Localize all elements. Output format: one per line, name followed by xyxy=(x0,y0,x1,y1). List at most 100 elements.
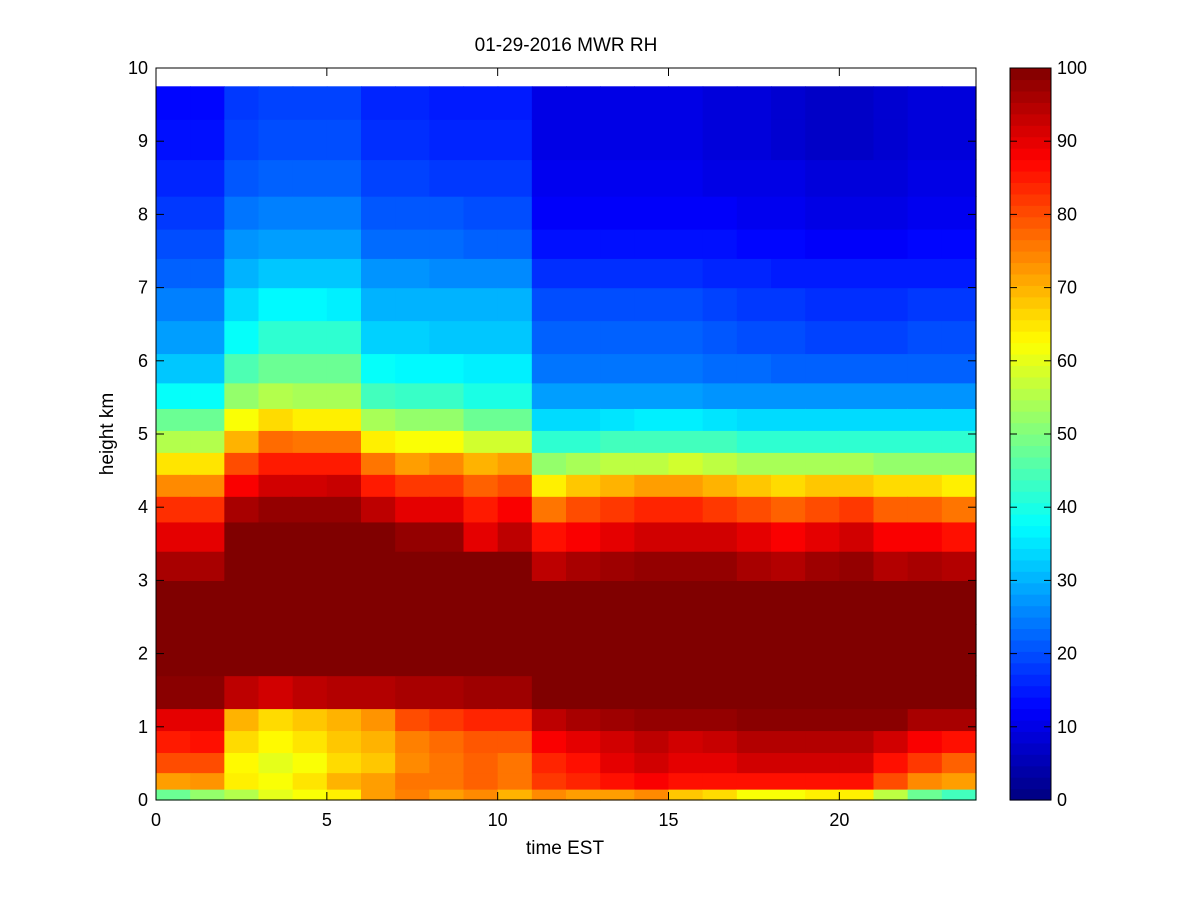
colorbar-tick-label: 50 xyxy=(1057,424,1077,444)
heatmap-cell xyxy=(292,474,328,497)
heatmap-cell xyxy=(395,708,430,732)
heatmap-cell xyxy=(326,229,362,259)
heatmap-cell xyxy=(736,408,772,431)
colorbar-step xyxy=(1010,571,1051,584)
heatmap-cell xyxy=(292,258,328,289)
heatmap-cell xyxy=(258,430,294,453)
heatmap-cell xyxy=(839,119,875,161)
heatmap-cell xyxy=(156,752,191,774)
heatmap-cell xyxy=(600,119,635,161)
heatmap-cell xyxy=(566,675,601,710)
heatmap-cell xyxy=(566,258,601,289)
heatmap-cell xyxy=(497,521,533,552)
heatmap-cell xyxy=(702,772,738,790)
heatmap-cell xyxy=(224,430,260,453)
heatmap-cell xyxy=(600,159,635,197)
heatmap-cell xyxy=(326,408,362,431)
heatmap-cell xyxy=(258,708,294,732)
heatmap-cell xyxy=(395,258,430,289)
heatmap-cell xyxy=(600,496,635,523)
heatmap-cell xyxy=(190,624,225,677)
heatmap-cell xyxy=(600,752,635,774)
heatmap-cell xyxy=(702,474,738,497)
heatmap-cell xyxy=(907,708,943,732)
heatmap-cell xyxy=(429,382,465,409)
heatmap-cell xyxy=(805,353,840,384)
heatmap-cell xyxy=(361,229,396,259)
heatmap-cell xyxy=(668,320,704,355)
heatmap-cell xyxy=(361,287,396,322)
heatmap-cell xyxy=(429,580,465,625)
colorbar-tick-label: 30 xyxy=(1057,570,1077,590)
heatmap-cell xyxy=(429,752,465,774)
heatmap-cell xyxy=(463,452,499,475)
heatmap-cell xyxy=(429,258,465,289)
colorbar-step xyxy=(1010,662,1051,675)
colorbar-tick-label: 100 xyxy=(1057,58,1087,78)
heatmap-cell xyxy=(873,353,909,384)
heatmap-cell xyxy=(258,752,294,774)
y-tick-label: 0 xyxy=(138,790,148,810)
heatmap-cell xyxy=(805,159,840,197)
heatmap-cell xyxy=(907,789,943,801)
heatmap-cell xyxy=(702,119,738,161)
heatmap-cell xyxy=(907,382,943,409)
heatmap-cell xyxy=(668,551,704,581)
heatmap-cell xyxy=(224,320,260,355)
heatmap-cell xyxy=(771,159,806,197)
colorbar-step xyxy=(1010,479,1051,492)
heatmap-cell xyxy=(668,675,704,710)
heatmap-cell xyxy=(873,624,909,677)
heatmap-cell xyxy=(258,789,294,801)
heatmap-cell xyxy=(702,675,738,710)
heatmap-cell xyxy=(600,580,635,625)
heatmap-cell xyxy=(702,408,738,431)
colorbar-step xyxy=(1010,68,1051,81)
heatmap-cell xyxy=(156,708,191,732)
heatmap-cell xyxy=(361,86,396,120)
heatmap-cell xyxy=(702,258,738,289)
heatmap-cell xyxy=(702,196,738,230)
colorbar-step xyxy=(1010,754,1051,767)
heatmap-cell xyxy=(224,452,260,475)
heatmap-cell xyxy=(873,551,909,581)
colorbar-step xyxy=(1010,605,1051,618)
heatmap-cell xyxy=(805,452,840,475)
heatmap-cell xyxy=(839,551,875,581)
heatmap-cell xyxy=(634,624,670,677)
heatmap-cell xyxy=(566,408,601,431)
colorbar-step xyxy=(1010,205,1051,218)
y-tick-label: 9 xyxy=(138,131,148,151)
x-ticks: 0 5 10 15 20 xyxy=(151,68,849,830)
colorbar-step xyxy=(1010,79,1051,92)
heatmap-cell xyxy=(634,708,670,732)
colorbar-step xyxy=(1010,159,1051,172)
x-tick-label: 20 xyxy=(829,810,849,830)
heatmap-cell xyxy=(395,119,430,161)
heatmap-cell xyxy=(326,287,362,322)
heatmap-cell xyxy=(326,789,362,801)
heatmap-cell xyxy=(668,730,704,754)
heatmap-cell xyxy=(566,708,601,732)
heatmap-cell xyxy=(190,474,225,497)
heatmap-cell xyxy=(497,675,533,710)
heatmap-cell xyxy=(941,320,977,355)
heatmap-cell xyxy=(224,789,260,801)
heatmap-cell xyxy=(361,430,396,453)
heatmap-cell xyxy=(907,287,943,322)
heatmap-cell xyxy=(395,730,430,754)
heatmap-cell xyxy=(771,229,806,259)
heatmap-cell xyxy=(600,287,635,322)
heatmap-cell xyxy=(497,551,533,581)
heatmap-cell xyxy=(873,86,909,120)
x-tick-label: 15 xyxy=(658,810,678,830)
heatmap-cell xyxy=(258,353,294,384)
heatmap-cell xyxy=(292,551,328,581)
heatmap-cell xyxy=(224,772,260,790)
colorbar-step xyxy=(1010,468,1051,481)
heatmap-cell xyxy=(497,708,533,732)
heatmap-cell xyxy=(361,496,396,523)
heatmap-cell xyxy=(566,320,601,355)
heatmap-cell xyxy=(873,258,909,289)
heatmap-cell xyxy=(941,521,977,552)
